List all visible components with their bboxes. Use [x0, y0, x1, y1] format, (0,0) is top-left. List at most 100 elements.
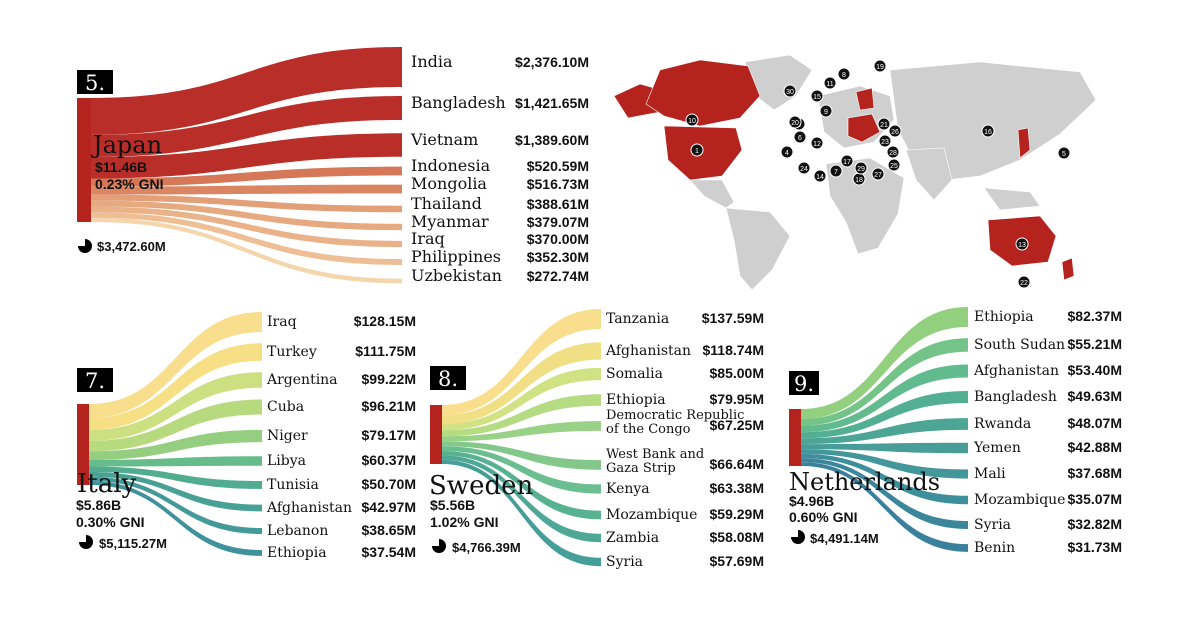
map-marker — [871, 167, 885, 181]
recipient-value: $55.21M — [1068, 336, 1122, 352]
recipient-label: Bangladesh — [411, 93, 506, 112]
donor-bar — [430, 405, 442, 464]
recipient-label: Mongolia — [411, 174, 487, 193]
map-marker — [1015, 237, 1029, 251]
recipient-value: $49.63M — [1068, 388, 1122, 404]
recipient-value: $79.95M — [710, 391, 764, 407]
map-marker-label: 1 — [695, 148, 699, 155]
map-marker — [813, 169, 827, 183]
recipient-value: $57.69M — [710, 553, 764, 569]
recipient-label-line: of the Congo — [606, 422, 691, 437]
flow-niger — [89, 429, 262, 460]
flow-mongolia — [91, 184, 402, 195]
map-marker-label: 18 — [855, 177, 863, 184]
map-marker-label: 9 — [824, 109, 828, 116]
recipient-label: Lebanon — [267, 523, 328, 539]
map-marker — [788, 115, 802, 129]
recipient-value: $42.88M — [1068, 439, 1122, 455]
pie-icon — [432, 539, 446, 553]
map-africa — [825, 157, 905, 255]
recipient-value: $37.54M — [362, 544, 416, 560]
map-marker-label: 30 — [786, 89, 794, 96]
donor-bar — [77, 404, 89, 485]
flow-rwanda — [801, 418, 968, 445]
recipient-value: $516.73M — [527, 176, 589, 192]
flow-thailand — [91, 194, 402, 213]
recipient-label: Uzbekistan — [411, 266, 502, 285]
flow-afghanistan — [442, 342, 601, 425]
recipient-value: $85.00M — [710, 365, 764, 381]
recipient-label: Bangladesh — [974, 389, 1057, 405]
map-marker-label: 15 — [813, 94, 821, 101]
recipient-value: $58.08M — [710, 529, 764, 545]
map-marker — [690, 143, 704, 157]
donor-total: $5.56B — [430, 497, 475, 513]
flow-kenya — [442, 446, 601, 494]
donor-name: Japan — [90, 131, 162, 159]
recipient-label: Afghanistan — [605, 343, 691, 359]
flow-somalia — [442, 367, 601, 431]
recipients-total: $4,766.39M — [452, 540, 521, 555]
map-canada — [645, 59, 761, 127]
flow-libya — [89, 456, 262, 467]
recipient-value: $37.68M — [1068, 465, 1122, 481]
recipient-value: $2,376.10M — [515, 54, 589, 70]
map-marker — [837, 67, 851, 81]
map-marker — [981, 124, 995, 138]
flow-syria — [442, 459, 601, 567]
recipient-label: Ethiopia — [974, 309, 1034, 325]
map-marker-label: 10 — [688, 118, 696, 125]
flow-group — [89, 312, 262, 556]
recipient-label: Zambia — [606, 530, 659, 546]
recipient-value: $520.59M — [527, 158, 589, 174]
flow-democratic-republic-of-the-congo — [442, 421, 601, 442]
recipient-value: $67.25M — [710, 417, 764, 433]
recipient-value: $370.00M — [527, 231, 589, 247]
recipient-label: Rwanda — [974, 416, 1031, 432]
recipient-label: Ethiopia — [267, 545, 327, 561]
recipient-value: $31.73M — [1068, 539, 1122, 555]
rank-badge — [77, 368, 113, 392]
flow-turkey — [89, 343, 262, 431]
map-marker-label: 29 — [857, 166, 865, 173]
flow-group — [442, 309, 601, 567]
donor-gni: 1.02% GNI — [430, 514, 498, 530]
rank-label: 7. — [85, 369, 105, 393]
map-markers: 1345678910111213141516171819202122232425… — [685, 59, 1071, 289]
flow-benin — [801, 462, 968, 552]
rank-label: 8. — [438, 367, 458, 391]
recipient-label: Ethiopia — [606, 392, 666, 408]
recipient-value: $99.22M — [362, 371, 416, 387]
recipient-value: $128.15M — [354, 313, 416, 329]
flow-mozambique — [801, 453, 968, 505]
map-marker — [810, 136, 824, 150]
map-marker-label: 24 — [800, 166, 808, 173]
pie-icon — [78, 239, 92, 253]
flow-tanzania — [442, 309, 601, 416]
map-marker-label: 11 — [826, 81, 833, 88]
map-nordics — [855, 87, 875, 111]
flow-south-sudan — [801, 338, 968, 426]
rank-badge — [789, 371, 819, 395]
donor-gni: 0.23% GNI — [95, 176, 163, 192]
flow-bangladesh — [801, 390, 968, 439]
flow-zambia — [442, 455, 601, 543]
map-marker-label: 17 — [843, 159, 851, 166]
flow-bangladesh — [91, 96, 402, 157]
donor-bar — [77, 98, 91, 222]
recipients-total: $3,472.60M — [97, 239, 166, 254]
recipient-label: Iraq — [267, 314, 297, 330]
recipient-label: Yemen — [973, 440, 1021, 456]
recipient-value: $379.07M — [527, 214, 589, 230]
flow-argentina — [89, 372, 262, 441]
recipient-label: Niger — [267, 428, 308, 444]
flow-iraq — [89, 312, 262, 418]
map-marker — [887, 158, 901, 172]
recipient-value: $38.65M — [362, 522, 416, 538]
recipient-label: Indonesia — [411, 156, 491, 175]
map-marker — [780, 145, 794, 159]
recipient-label: Benin — [974, 540, 1015, 556]
recipient-label: Argentina — [266, 372, 338, 388]
